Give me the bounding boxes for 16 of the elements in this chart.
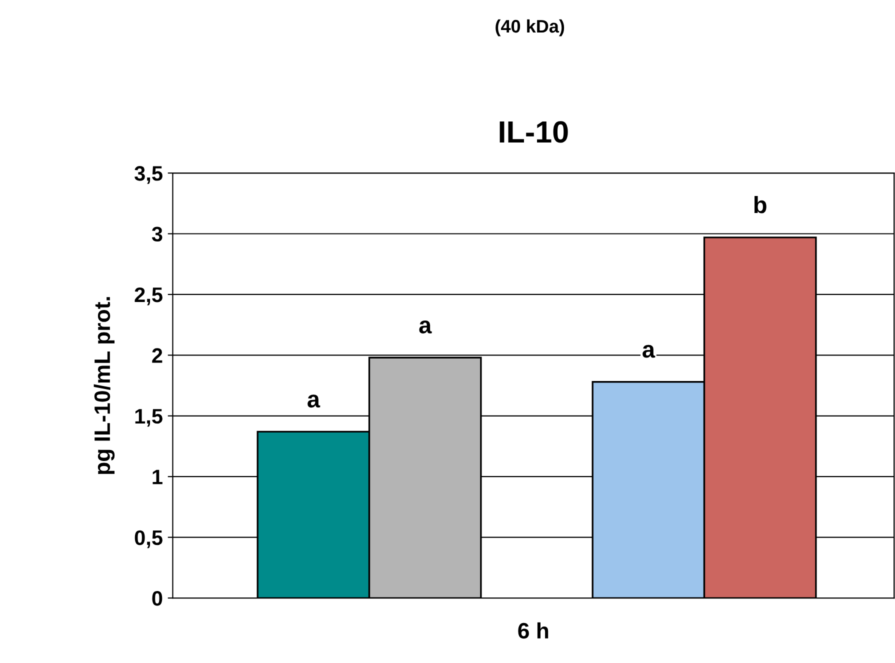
- chart-title: IL-10: [500, 121, 568, 143]
- y-tick-label: 3,5: [134, 166, 162, 184]
- y-tick-label: 0: [152, 591, 162, 606]
- y-tick-label: 1,5: [135, 409, 162, 427]
- y-tick-label: 3: [152, 226, 162, 242]
- x-axis-title: 6 h: [518, 622, 548, 639]
- y-tick-label: 1: [152, 470, 162, 484]
- y-tick-label: 0,5: [134, 530, 162, 548]
- y-tick-label: 2: [152, 348, 162, 363]
- data-label: a: [419, 320, 432, 334]
- chart-subtitle: (40 kDa): [496, 19, 564, 36]
- y-tick-label: 2,5: [134, 287, 162, 306]
- y-axis-title: pg IL-10/mL prot.: [94, 297, 115, 474]
- data-label: a: [308, 394, 320, 408]
- data-label: b: [754, 196, 766, 214]
- data-label: a: [642, 344, 656, 358]
